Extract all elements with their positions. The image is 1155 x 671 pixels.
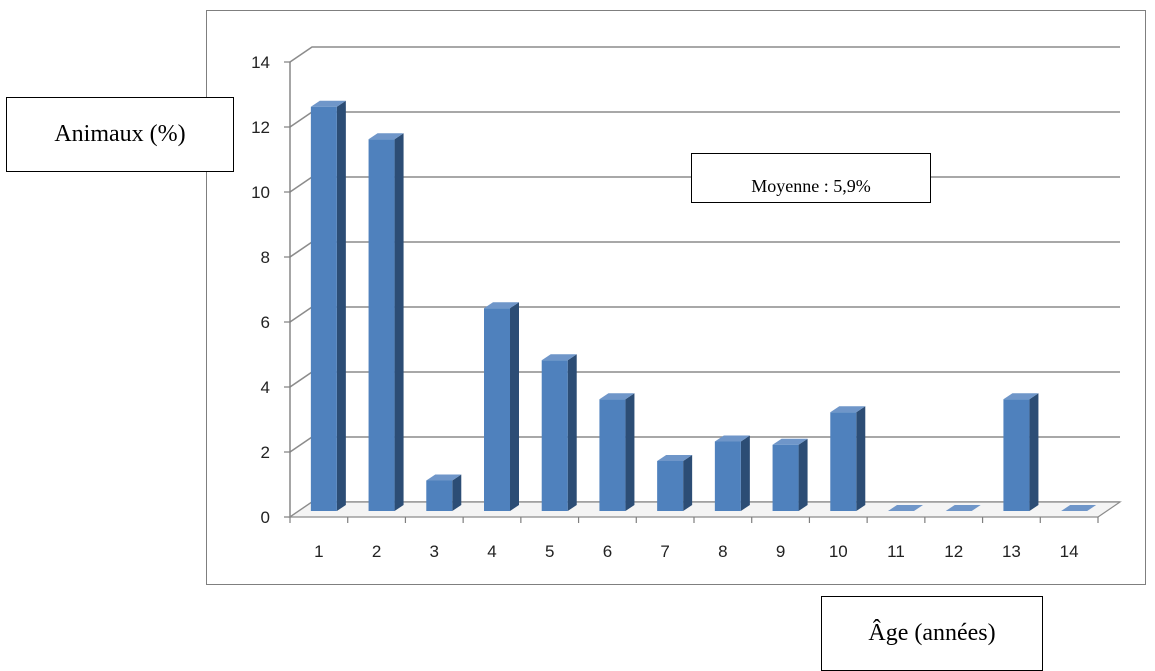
bar-front bbox=[714, 441, 741, 511]
bar-front bbox=[830, 412, 857, 511]
x-tick-label: 12 bbox=[944, 542, 963, 561]
x-axis-label-text: Âge (années) bbox=[868, 620, 996, 646]
y-tick-label: 8 bbox=[261, 248, 270, 267]
x-tick-label: 2 bbox=[372, 542, 381, 561]
bar-front bbox=[541, 360, 568, 511]
bar bbox=[368, 133, 404, 511]
bar-front bbox=[310, 106, 337, 511]
bar-top bbox=[714, 435, 750, 442]
bar-top bbox=[426, 474, 462, 481]
gridline bbox=[289, 436, 1120, 453]
gridline bbox=[289, 241, 1120, 258]
bar bbox=[1061, 505, 1097, 511]
bar-front bbox=[657, 461, 684, 511]
y-axis-label: Animaux (%) bbox=[6, 97, 234, 172]
bar-side bbox=[336, 100, 346, 511]
x-tick-label: 5 bbox=[545, 542, 554, 561]
x-tick-label: 8 bbox=[718, 542, 727, 561]
bar bbox=[1003, 393, 1039, 511]
bar-top bbox=[310, 100, 346, 107]
bar bbox=[830, 406, 866, 511]
y-tick-labels: 0 2 4 6 8 10 12 14 bbox=[251, 53, 270, 527]
y-tick-label: 4 bbox=[261, 378, 270, 397]
bar-top bbox=[830, 406, 866, 413]
bar bbox=[772, 438, 808, 511]
bar-front bbox=[599, 399, 626, 511]
mean-annotation: Moyenne : 5,9% bbox=[691, 153, 931, 203]
bar-side bbox=[452, 474, 462, 511]
x-tick-label: 11 bbox=[887, 542, 905, 561]
bar-front bbox=[484, 308, 510, 511]
bar-side bbox=[394, 133, 404, 511]
x-tick-label: 7 bbox=[660, 542, 669, 561]
gridline bbox=[289, 371, 1120, 388]
bar bbox=[714, 435, 750, 511]
bar bbox=[599, 393, 635, 511]
gridline bbox=[289, 306, 1120, 323]
bar-top bbox=[657, 455, 693, 461]
x-tick-label: 13 bbox=[1002, 542, 1021, 561]
axes bbox=[284, 61, 1122, 523]
bar-top bbox=[368, 133, 404, 140]
mean-annotation-text: Moyenne : 5,9% bbox=[751, 176, 871, 196]
bar-top bbox=[599, 393, 635, 400]
bar-top bbox=[772, 438, 808, 445]
bar bbox=[541, 354, 577, 511]
bar-side bbox=[856, 406, 866, 511]
y-tick-label: 6 bbox=[261, 313, 270, 332]
bar-side bbox=[683, 455, 693, 511]
y-tick-label: 2 bbox=[261, 443, 270, 462]
bar bbox=[426, 474, 462, 511]
bar-side bbox=[798, 438, 808, 511]
bar bbox=[310, 100, 346, 511]
gridline bbox=[289, 46, 1120, 63]
gridlines bbox=[289, 46, 1120, 518]
bar bbox=[945, 505, 981, 511]
bar bbox=[888, 505, 923, 511]
y-tick-label: 14 bbox=[251, 53, 270, 72]
bar-top bbox=[1003, 393, 1039, 400]
bar-side bbox=[510, 302, 519, 511]
bar-top bbox=[945, 505, 981, 511]
bars bbox=[310, 100, 1097, 511]
bar-top bbox=[541, 354, 577, 361]
x-tick-label: 1 bbox=[314, 542, 323, 561]
y-tick-label: 12 bbox=[251, 118, 270, 137]
y-tick-label: 10 bbox=[251, 183, 270, 202]
bar-side bbox=[567, 354, 577, 511]
bar-front bbox=[368, 139, 395, 511]
y-axis-label-text: Animaux (%) bbox=[54, 121, 186, 147]
x-tick-label: 4 bbox=[487, 542, 496, 561]
x-axis-label: Âge (années) bbox=[821, 596, 1043, 671]
x-tick-label: 3 bbox=[430, 542, 439, 561]
x-tick-label: 10 bbox=[829, 542, 848, 561]
floor bbox=[288, 501, 1122, 518]
x-tick-label: 6 bbox=[603, 542, 612, 561]
gridline bbox=[289, 111, 1120, 128]
bar-front bbox=[772, 444, 799, 511]
bar-top bbox=[1061, 505, 1097, 511]
bar-top bbox=[484, 302, 519, 309]
bar-side bbox=[1029, 393, 1039, 511]
bar-side bbox=[740, 435, 750, 511]
x-tick-label: 14 bbox=[1060, 542, 1079, 561]
bar bbox=[484, 302, 519, 511]
bar-front bbox=[426, 480, 453, 511]
bar-side bbox=[625, 393, 635, 511]
bar-front bbox=[1003, 399, 1030, 511]
y-tick-label: 0 bbox=[261, 508, 270, 527]
x-tick-labels: 1 2 3 4 5 6 7 8 9 10 11 12 13 14 bbox=[314, 542, 1078, 561]
bar-top bbox=[888, 505, 923, 511]
x-tick-label: 9 bbox=[776, 542, 785, 561]
bar bbox=[657, 455, 693, 511]
